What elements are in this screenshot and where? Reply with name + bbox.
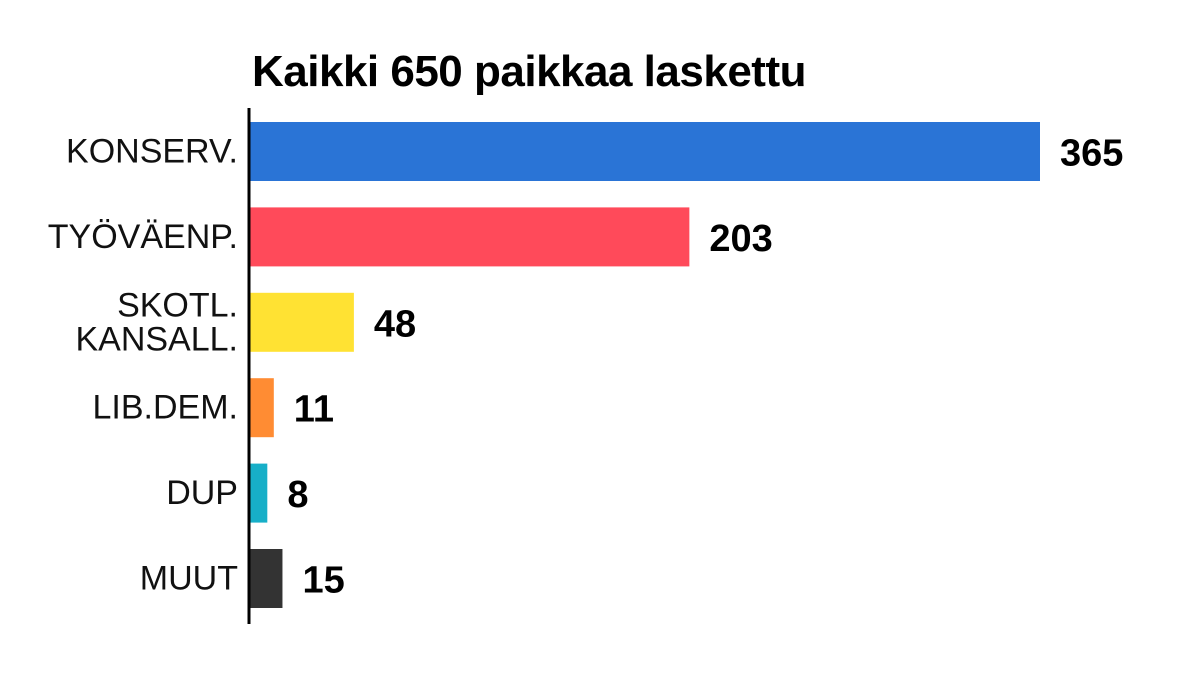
bars-layer: KONSERV. 365 TYÖVÄENP. 203 SKOTL. KANSALL. 48 L…: [48, 122, 1123, 608]
bar: [250, 378, 274, 438]
value-label: 48: [374, 303, 416, 345]
bar: [250, 292, 354, 352]
value-label: 365: [1060, 133, 1123, 175]
category-label: MUUT: [140, 560, 238, 598]
chart-title: Kaikki 650 paikkaa laskettu: [252, 47, 806, 96]
category-label: SKOTL. KANSALL.: [75, 286, 238, 358]
category-label: LIB.DEM.: [93, 389, 238, 427]
bar: [250, 122, 1040, 181]
value-label: 203: [709, 218, 772, 260]
value-label: 15: [302, 560, 344, 602]
category-label: DUP: [166, 474, 238, 512]
bar: [250, 463, 268, 523]
category-label: TYÖVÄENP.: [48, 218, 238, 256]
category-label: KONSERV.: [66, 133, 238, 171]
bar: [250, 549, 283, 608]
value-label: 11: [294, 389, 334, 431]
bar: [250, 207, 690, 267]
value-label: 8: [287, 474, 308, 516]
